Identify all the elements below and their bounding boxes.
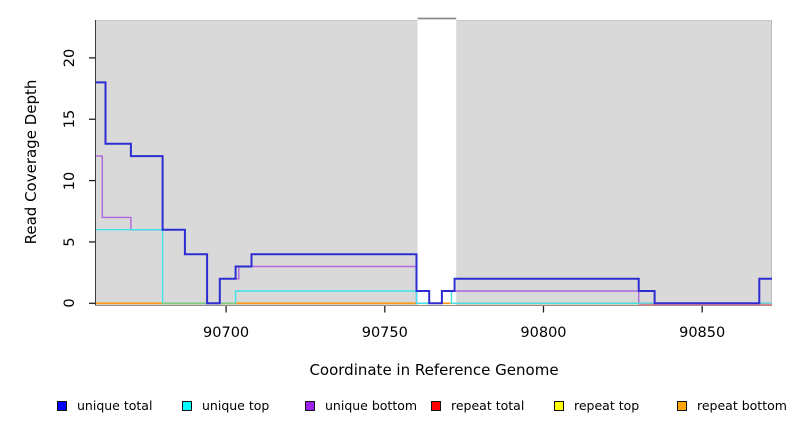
legend-label: unique bottom — [325, 398, 418, 413]
x-axis-title: Coordinate in Reference Genome — [309, 361, 559, 379]
series-unique-total — [96, 81, 772, 305]
legend-label: repeat total — [451, 398, 525, 413]
repeat-total-swatch-icon — [431, 401, 441, 411]
legend-label: unique total — [77, 398, 153, 413]
x-tick-label-90750: 90750 — [361, 325, 408, 341]
legend-label: repeat bottom — [697, 398, 787, 413]
y-tick-label-15: 15 — [62, 110, 78, 129]
x-tick-label-90850: 90850 — [679, 325, 726, 341]
legend-label: repeat top — [574, 398, 640, 413]
y-axis-title: Read Coverage Depth — [22, 79, 40, 245]
y-tick-label-20: 20 — [62, 48, 78, 68]
x-tick-label-90800: 90800 — [520, 325, 567, 341]
series-unique-top — [96, 229, 772, 304]
legend-item-repeat-total: repeat total — [431, 399, 524, 413]
repeat-bottom-swatch-icon — [677, 401, 687, 411]
legend-label: unique top — [202, 398, 270, 413]
unique-total-swatch-icon — [57, 401, 67, 411]
legend-item-unique-total: unique total — [57, 399, 152, 413]
x-tick-label-90700: 90700 — [203, 325, 250, 341]
legend-item-unique-top: unique top — [182, 399, 269, 413]
unique-bottom-swatch-icon — [305, 401, 315, 411]
repeat-top-swatch-icon — [554, 401, 564, 411]
highlight-band — [417, 14, 457, 305]
legend-item-repeat-bottom: repeat bottom — [677, 399, 787, 413]
legend-item-repeat-top: repeat top — [554, 399, 639, 413]
y-tick-label-5: 5 — [62, 237, 78, 247]
unique-top-swatch-icon — [182, 401, 192, 411]
y-tick-label-0: 0 — [62, 298, 78, 308]
legend-item-unique-bottom: unique bottom — [305, 399, 417, 413]
y-tick-label-10: 10 — [62, 171, 78, 190]
